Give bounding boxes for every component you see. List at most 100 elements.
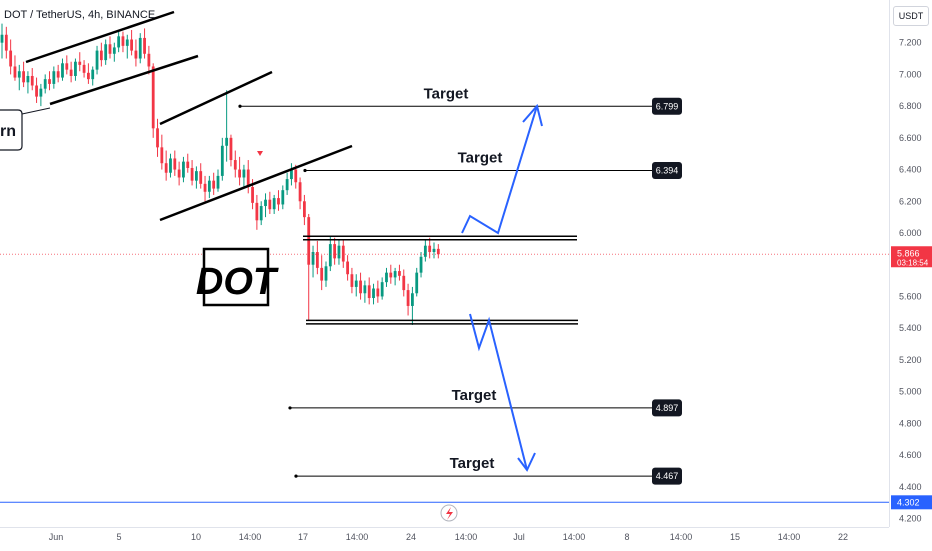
candle-body [69,69,73,76]
target-line-anchor [294,474,298,478]
candle-body [380,282,384,297]
target-price-text: 4.467 [656,471,679,481]
candle-body [251,187,254,203]
candle-body [212,180,216,189]
candle-body [277,198,280,205]
candle-body [151,66,155,129]
candle-body [359,280,362,294]
candle-body [95,50,99,70]
candle-body [242,169,246,178]
channel-2-lower-line [159,144,353,222]
candle-body [39,88,43,97]
candle-body [9,50,13,67]
candle-body [411,293,414,306]
target-label: Target [450,455,495,472]
candle-body [268,199,272,210]
candle-body [182,161,185,178]
annotations-layer: Target 6.799 Target 6.394 Target 4.897 Target 4… [0,85,682,522]
candle-body [376,288,380,297]
candle-body [117,36,121,48]
candle-body [272,198,276,210]
candle-body [13,66,17,78]
target-price-text: 6.799 [656,101,679,111]
candle-body [402,275,406,291]
candle-body [43,79,47,89]
target-price-text: 4.897 [656,403,679,413]
currency-button[interactable]: USDT [893,6,929,26]
target-price-pill [652,399,682,417]
candle-body [125,39,129,46]
candle-body [48,79,51,84]
target-line-anchor [238,104,242,108]
candle-body [415,272,419,294]
candle-body [393,271,397,278]
candle-body [190,167,194,181]
candle-body [82,64,86,73]
candle-body [147,53,151,67]
bullish-arrowhead [522,103,543,127]
candle-body [311,252,315,265]
channel-1-upper-line [25,10,175,64]
candle-body [372,288,375,299]
candle-body [22,71,25,83]
candle-body [104,44,108,61]
candle-body [255,202,259,221]
candle-body [87,72,90,80]
candle-body [199,171,203,184]
candle-body [259,206,263,221]
candle-body [225,137,229,146]
price-axis[interactable] [889,0,932,527]
candle-body [281,190,285,205]
drawings-layer [0,10,889,503]
callout-bubble [0,109,23,151]
candle-body [367,285,371,299]
candle-body [333,244,337,259]
candle-body [112,47,116,54]
candle-body [419,256,423,273]
candle-body [169,158,172,173]
candle-body [130,39,133,51]
candle-body [65,63,69,70]
candle-body [406,290,410,306]
target-label: Target [452,387,497,404]
candle-body [4,34,8,51]
candle-body [52,71,56,84]
target-price-pill [652,162,682,180]
channel-1-lower-line [49,54,199,106]
candle-body [30,75,34,86]
candle-body [173,158,177,170]
candle-body [156,128,159,148]
candle-body [203,183,207,192]
candle-body [78,61,82,65]
candle-body [428,245,432,253]
candle-body [315,252,319,268]
candle-body [341,245,345,262]
bullish-projection-path [461,105,538,235]
dot-annotation-text: DOT [196,261,279,303]
candle-body [385,272,388,283]
candle-body [164,163,168,173]
callout-text: rn [0,123,16,140]
candle-body [0,34,4,43]
candle-body [264,199,267,207]
target-label: Target [458,150,503,167]
candle-body [389,272,393,278]
target-price-pill [652,467,682,485]
candle-body [337,245,341,259]
lightning-icon-glyph [446,507,453,520]
candle-body [436,248,440,255]
candle-body [91,69,95,80]
time-axis[interactable] [0,527,889,551]
candle-body [17,71,21,78]
candle-body [324,266,328,281]
candle-body [134,50,138,59]
candle-body [56,71,60,78]
candle-body [320,267,324,281]
candle-body [138,37,142,59]
candle-body [74,61,77,76]
target-price-pill [652,97,682,115]
target-line-anchor [288,406,292,410]
candle-body [143,37,146,54]
candle-body [285,179,289,191]
